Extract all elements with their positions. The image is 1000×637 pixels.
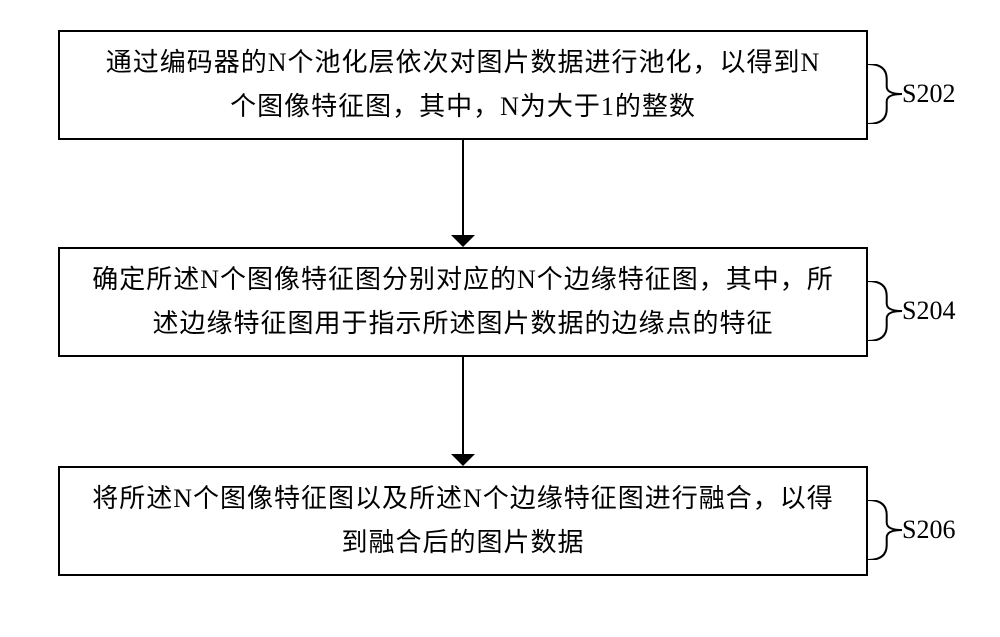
node-text: 确定所述N个图像特征图分别对应的N个边缘特征图，其中，所述边缘特征图用于指示所述… (92, 258, 834, 346)
brace-connector (868, 500, 902, 560)
edge-line (462, 140, 464, 235)
edge-line (462, 357, 464, 454)
brace-connector (868, 64, 902, 124)
brace-connector (868, 281, 902, 341)
step-label: S204 (902, 296, 955, 326)
flowchart-canvas: 通过编码器的N个池化层依次对图片数据进行池化，以得到N个图像特征图，其中，N为大… (0, 0, 1000, 637)
flowchart-node: 将所述N个图像特征图以及所述N个边缘特征图进行融合，以得到融合后的图片数据 (58, 466, 868, 576)
step-label: S206 (902, 515, 955, 545)
node-text: 将所述N个图像特征图以及所述N个边缘特征图进行融合，以得到融合后的图片数据 (92, 477, 834, 565)
node-text: 通过编码器的N个池化层依次对图片数据进行池化，以得到N个图像特征图，其中，N为大… (106, 41, 821, 129)
flowchart-node: 通过编码器的N个池化层依次对图片数据进行池化，以得到N个图像特征图，其中，N为大… (58, 30, 868, 140)
arrow-down-icon (451, 454, 475, 466)
step-label: S202 (902, 79, 955, 109)
arrow-down-icon (451, 235, 475, 247)
flowchart-node: 确定所述N个图像特征图分别对应的N个边缘特征图，其中，所述边缘特征图用于指示所述… (58, 247, 868, 357)
